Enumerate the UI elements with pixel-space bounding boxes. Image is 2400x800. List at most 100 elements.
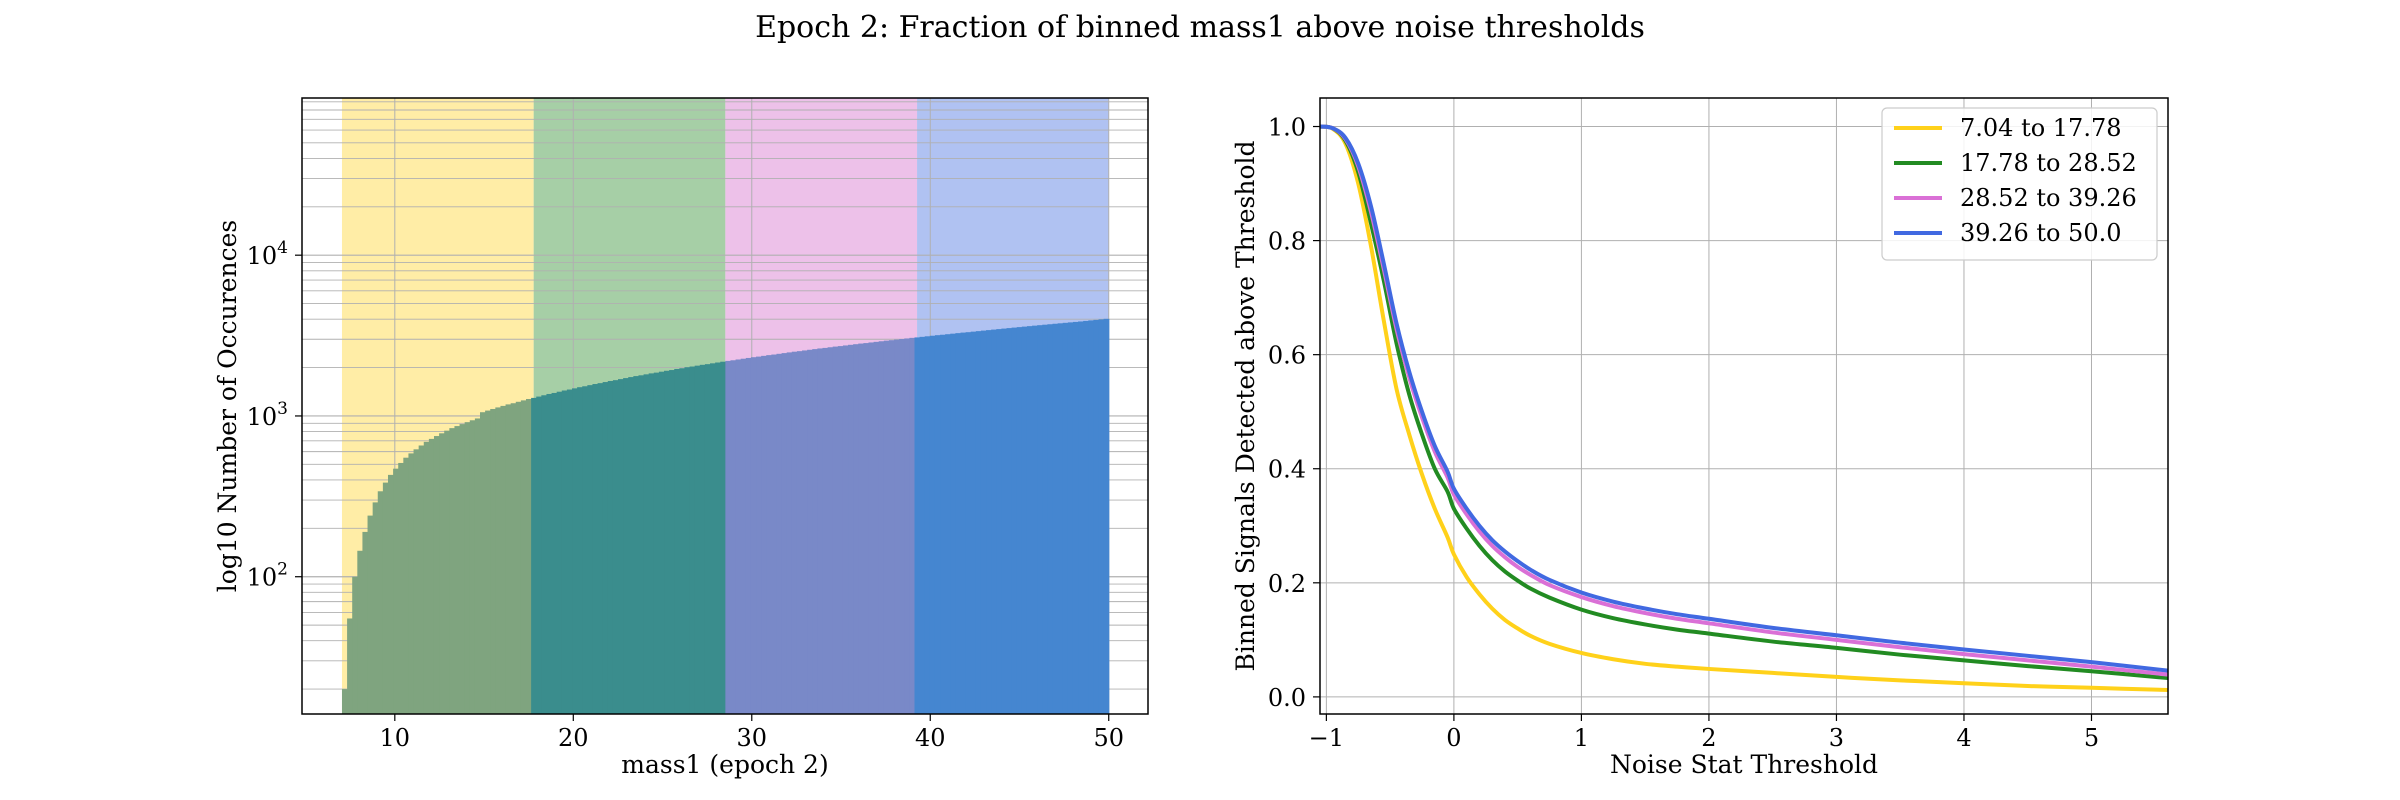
histogram-bar (848, 344, 854, 714)
histogram-bar (904, 338, 910, 714)
histogram-bar (720, 361, 726, 714)
histogram-bar (495, 407, 502, 714)
histogram-bar (362, 531, 369, 714)
histogram-bar (1006, 328, 1013, 714)
histogram-bar (781, 353, 788, 714)
histogram-bar (623, 378, 629, 714)
line-chart-panel: −1 0 1 2 3 4 5 0.0 0.2 0.4 0.6 0.8 1.0 Noise Stat T… (1231, 97, 2169, 779)
histogram-bar (505, 404, 512, 714)
histogram-bar (674, 368, 680, 714)
line-chart-x-tick-label: 1 (1574, 724, 1589, 752)
histogram-bar (909, 337, 916, 714)
legend: 7.04 to 17.78 17.78 to 28.52 28.52 to 39.2… (1881, 107, 2158, 261)
histogram-bars (341, 318, 1110, 714)
histogram-bar (597, 383, 604, 714)
histogram-bar (510, 403, 517, 714)
histogram-bar (689, 366, 696, 714)
histogram-bar (664, 370, 670, 714)
histogram-frame (301, 97, 1149, 715)
line-chart-y-tick-label: 1.0 (1268, 114, 1306, 142)
histogram-bar (587, 385, 594, 714)
histogram-bar (1057, 323, 1064, 714)
histogram-bar (955, 333, 962, 714)
histogram-bar (970, 331, 977, 714)
histogram-bar (526, 398, 532, 714)
histogram-bar (745, 357, 752, 714)
histogram-bar (945, 334, 951, 714)
line-chart-y-tick-label: 0.6 (1268, 342, 1306, 370)
histogram-bar (934, 335, 941, 714)
histogram-bar (387, 474, 394, 714)
histogram-bar (1088, 320, 1094, 714)
histogram-x-tick-label: 40 (915, 724, 946, 752)
histogram-bar (991, 329, 997, 714)
histogram-bar (694, 365, 701, 714)
histogram-bar (858, 343, 864, 714)
line-chart-x-tick-label: 4 (1956, 724, 1971, 752)
histogram-bar (372, 502, 379, 714)
histogram-bar (786, 352, 793, 714)
histogram-bar (490, 408, 496, 714)
histogram-bar (669, 370, 675, 714)
histogram-bar (515, 401, 522, 714)
histogram-bar (1067, 322, 1074, 714)
histogram-bar (536, 396, 542, 714)
histogram-bar (940, 334, 946, 714)
histogram-y-label: log10 Number of Occurences (213, 220, 242, 593)
histogram-bar (750, 357, 757, 714)
histogram-bar (756, 356, 762, 714)
histogram-bar (1078, 321, 1084, 714)
histogram-bar (357, 550, 364, 714)
histogram-bar (1001, 328, 1008, 714)
legend-label: 7.04 to 17.78 (1960, 114, 2122, 142)
histogram-bar (408, 453, 415, 714)
histogram-bar (444, 430, 450, 714)
histogram-bar (827, 347, 834, 714)
histogram-bar (735, 359, 742, 714)
histogram-x-tick-label: 50 (1093, 724, 1124, 752)
histogram-bar (413, 449, 420, 714)
line-chart-y-tick-label: 0.0 (1268, 684, 1306, 712)
line-series (1319, 124, 2169, 693)
figure-title: Epoch 2: Fraction of binned mass1 above … (755, 10, 1645, 45)
histogram-bar (418, 445, 425, 714)
histogram-bar (398, 462, 404, 714)
histogram-bar (878, 341, 885, 714)
histogram-bar (1093, 319, 1100, 714)
histogram-bar (582, 386, 588, 714)
histogram-x-ticks: 10 20 30 40 50 (380, 714, 1124, 752)
histogram-x-tick-label: 30 (736, 724, 767, 752)
histogram-bar (679, 368, 686, 714)
series-line-1 (1319, 124, 2169, 693)
histogram-bar (485, 410, 491, 714)
legend-label: 39.26 to 50.0 (1960, 219, 2122, 247)
histogram-bar (1011, 327, 1018, 714)
histogram-bar (802, 350, 808, 714)
histogram-bar (1016, 327, 1023, 714)
histogram-bar (449, 428, 456, 714)
histogram-bar (807, 349, 813, 714)
histogram-x-tick-label: 10 (380, 724, 411, 752)
histogram-bar (704, 364, 711, 714)
legend-label: 17.78 to 28.52 (1960, 149, 2137, 177)
histogram-bar (566, 389, 573, 714)
line-chart-x-label: Noise Stat Threshold (1610, 750, 1878, 779)
series-line-4 (1319, 124, 2169, 673)
histogram-bar (602, 382, 609, 714)
histogram-bar (546, 393, 553, 714)
histogram-x-label: mass1 (epoch 2) (621, 750, 828, 779)
histogram-bar (914, 337, 921, 714)
histogram-bar (725, 360, 732, 714)
histogram-bar (715, 362, 721, 714)
line-chart-y-tick-label: 0.4 (1268, 456, 1306, 484)
histogram-bar (1047, 324, 1054, 714)
histogram-bar (1042, 324, 1048, 714)
histogram-bar (352, 576, 358, 714)
histogram-bar (1026, 326, 1033, 714)
histogram-bar (382, 482, 389, 714)
histogram-bar (919, 336, 926, 714)
legend-label: 28.52 to 39.26 (1960, 184, 2137, 212)
legend-box (1881, 107, 2158, 261)
histogram-bar (341, 689, 348, 714)
